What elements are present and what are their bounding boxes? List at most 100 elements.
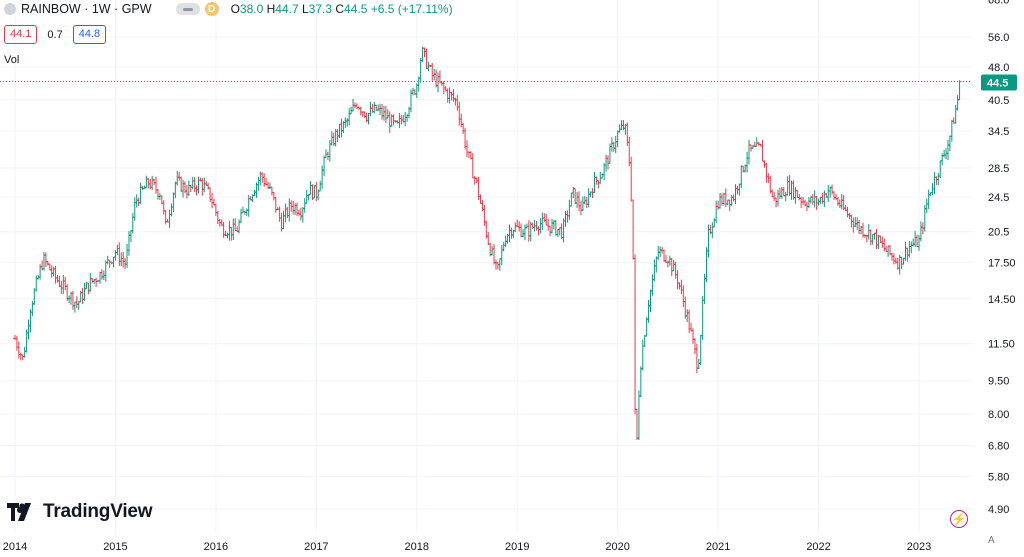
price-bar	[196, 176, 201, 194]
ohlc-values: O38.0 H44.7 L37.3 C44.5 +6.5 (+17.11%)	[230, 2, 453, 16]
price-bar	[911, 238, 916, 247]
price-bar	[403, 112, 408, 127]
price-bar	[546, 218, 551, 231]
visibility-toggle-icon[interactable]	[175, 3, 200, 15]
price-bar	[600, 173, 605, 179]
price-bar	[524, 223, 529, 229]
volume-label[interactable]: Vol	[4, 54, 20, 66]
price-bar	[934, 176, 939, 185]
price-bar	[186, 180, 191, 197]
price-bar	[507, 224, 512, 242]
price-bar	[522, 224, 527, 241]
symbol-title[interactable]: RAINBOW · 1W · GPW	[21, 2, 152, 16]
price-bar	[851, 217, 856, 233]
y-tick-label: 40.5	[988, 95, 1009, 107]
price-bar	[416, 76, 421, 92]
quote-row: 44.1 0.7 44.8	[4, 25, 107, 44]
price-bar	[312, 185, 317, 199]
price-bar	[296, 209, 301, 216]
price-bar	[138, 182, 143, 204]
price-bar	[633, 254, 638, 415]
price-bar	[391, 114, 396, 126]
price-bar	[287, 198, 292, 222]
price-bar	[136, 197, 141, 206]
price-bar	[184, 185, 189, 199]
price-bar	[119, 252, 124, 267]
lightning-icon[interactable]: ⚡	[950, 510, 968, 528]
price-bar	[410, 87, 415, 96]
x-tick-label: 2022	[806, 541, 830, 553]
price-bar	[611, 141, 616, 152]
price-bar	[839, 194, 844, 210]
price-bar	[445, 88, 450, 103]
price-bar	[810, 194, 815, 205]
price-bar	[679, 279, 684, 295]
price-bar	[449, 91, 454, 101]
price-bar	[515, 219, 520, 228]
tradingview-logo[interactable]: TradingView	[7, 501, 153, 523]
price-bar	[727, 199, 732, 212]
price-bar	[202, 177, 207, 193]
price-bar	[712, 218, 717, 228]
price-bar	[654, 256, 659, 273]
price-bar	[696, 359, 701, 369]
price-bar	[893, 257, 898, 264]
price-bar	[325, 151, 330, 161]
price-bar	[710, 222, 715, 239]
price-bar	[509, 227, 514, 239]
y-tick-label: 24.5	[988, 192, 1009, 204]
price-bar	[55, 274, 60, 283]
price-bar	[662, 249, 667, 262]
price-bar	[273, 197, 278, 213]
price-bar	[642, 334, 647, 347]
price-bar	[936, 172, 941, 186]
price-bar	[175, 170, 180, 186]
price-bar	[536, 226, 541, 236]
price-bar	[113, 249, 118, 261]
price-bar	[907, 241, 912, 258]
price-bar	[665, 260, 670, 268]
price-bar	[768, 175, 773, 194]
ask-box[interactable]: 44.8	[72, 25, 107, 44]
price-bar	[729, 194, 734, 206]
price-bar	[34, 275, 39, 292]
price-bar	[561, 218, 566, 243]
price-bar	[775, 189, 780, 207]
price-bar	[358, 106, 363, 116]
price-bar	[424, 48, 429, 70]
price-bar	[565, 210, 570, 223]
price-bar	[181, 179, 186, 198]
price-bar	[269, 186, 274, 196]
y-tick-label: 6.80	[988, 441, 1009, 453]
price-bar	[694, 343, 699, 374]
price-bar	[667, 255, 672, 266]
auto-scale-toggle[interactable]: A	[988, 535, 995, 546]
price-bar	[99, 269, 104, 280]
price-bar	[716, 200, 721, 210]
price-bar	[806, 196, 811, 209]
price-bar	[368, 101, 373, 117]
price-bar	[82, 282, 87, 301]
price-bar	[329, 131, 334, 146]
price-bar	[155, 188, 160, 200]
price-bar	[785, 176, 790, 196]
price-bar	[262, 173, 267, 187]
price-bar	[913, 231, 918, 247]
close-value: 44.5	[344, 2, 368, 16]
y-tick-label: 68.0	[988, 0, 1009, 6]
price-bar	[200, 178, 205, 196]
price-bar	[322, 155, 327, 177]
delayed-data-badge[interactable]: D	[204, 2, 219, 16]
price-bar	[194, 185, 199, 196]
x-tick-label: 2016	[204, 541, 228, 553]
price-bar	[553, 220, 558, 236]
price-bar	[231, 218, 236, 240]
price-bar	[240, 206, 245, 214]
price-bar	[239, 208, 243, 224]
price-bar	[154, 176, 159, 194]
price-bar	[383, 105, 388, 124]
price-bar	[636, 390, 641, 441]
price-bar	[387, 111, 392, 133]
bid-box[interactable]: 44.1	[4, 25, 38, 44]
